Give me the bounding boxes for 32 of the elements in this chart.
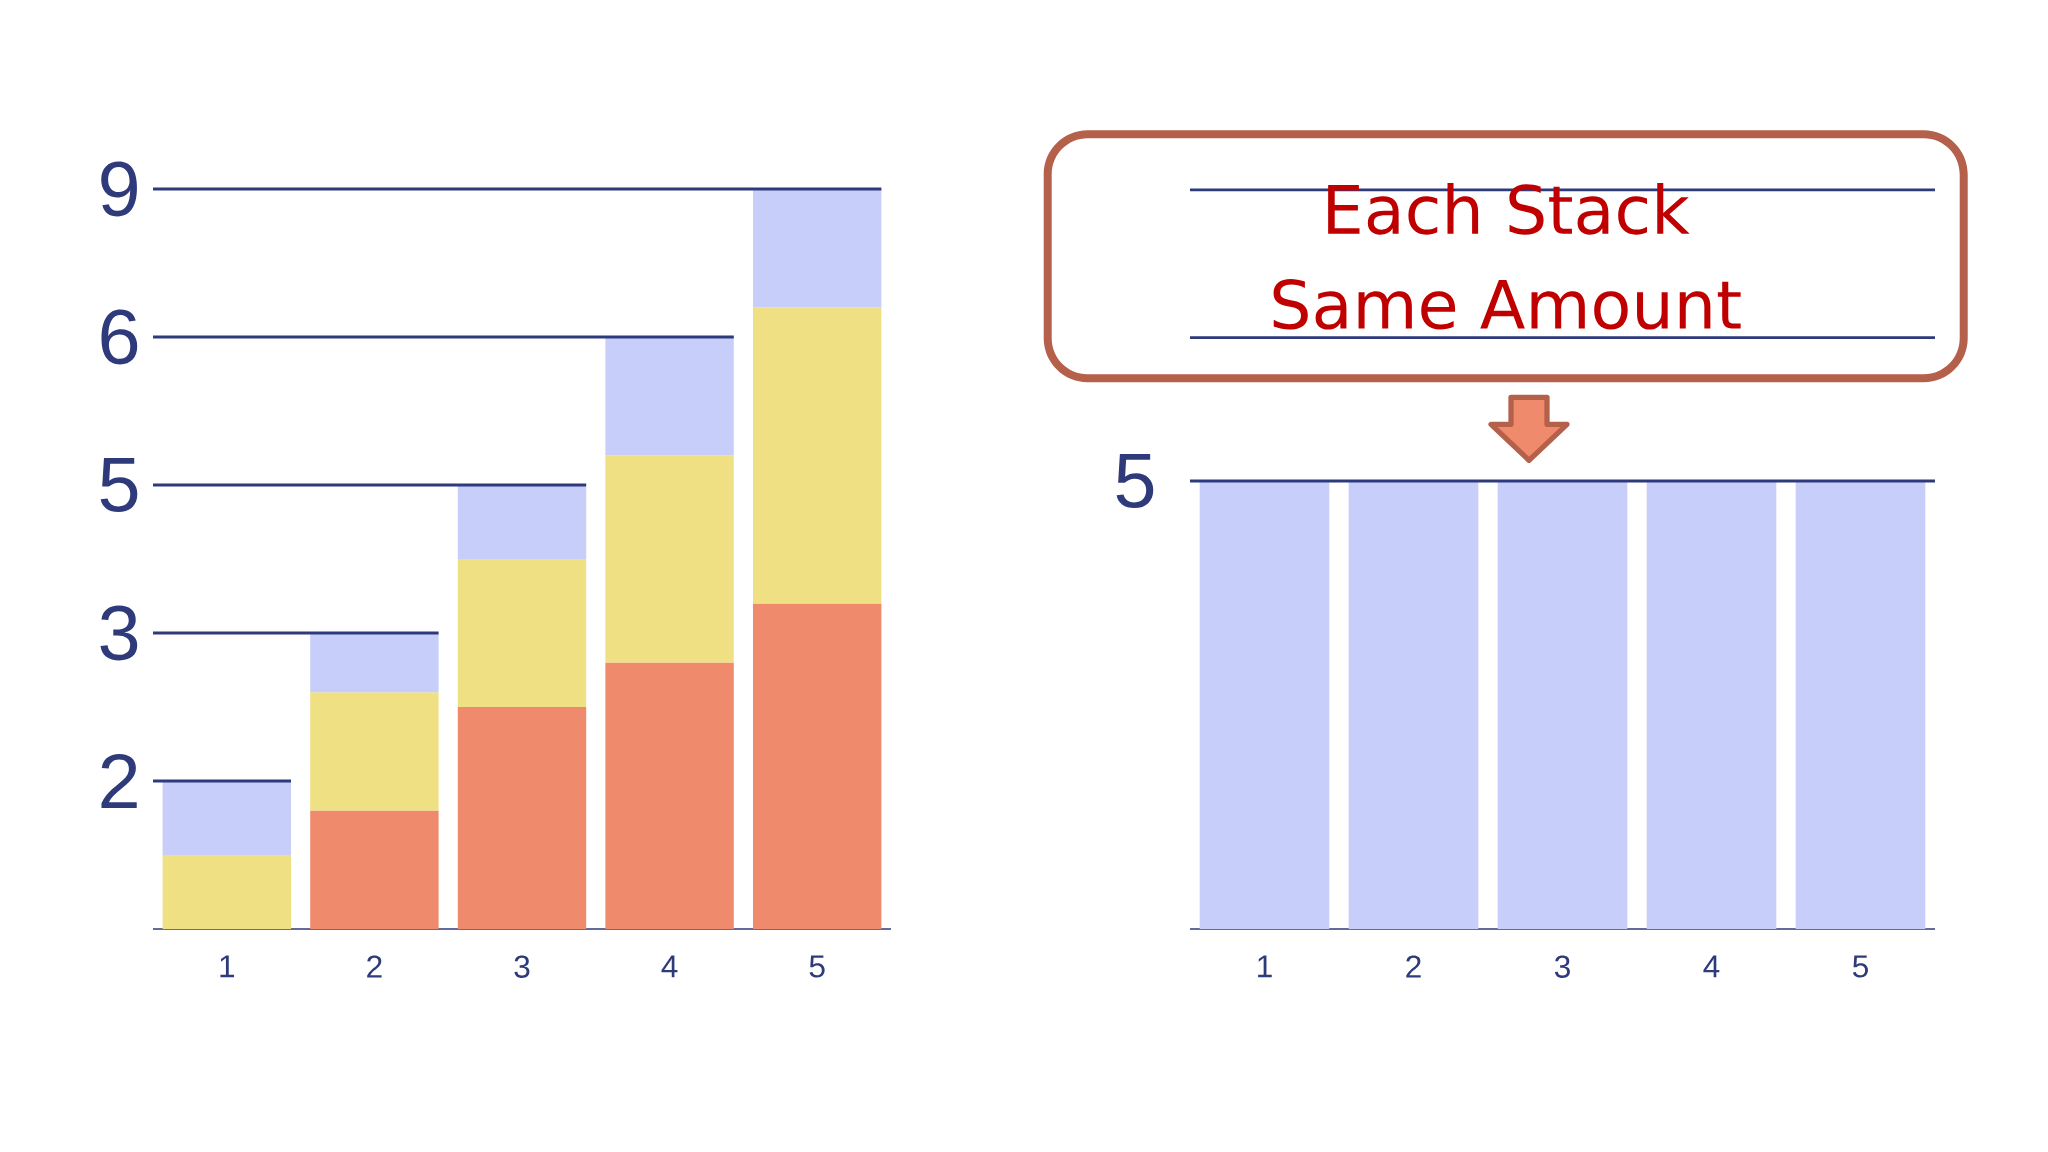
bar (457, 484, 587, 559)
bar (310, 810, 439, 929)
bar (605, 455, 734, 663)
text: 5 (1116, 454, 1154, 508)
bar (752, 188, 882, 308)
bar (457, 706, 587, 929)
x-tick-label: 2 (1406, 955, 1421, 978)
x-tick-label: 5 (1852, 955, 1868, 978)
x-tick-label: 1 (220, 955, 235, 978)
x-tick-label: 4 (661, 955, 678, 978)
text: 9 (101, 161, 137, 217)
text: Same Amount (1273, 279, 1741, 330)
x-tick-label: 4 (1703, 955, 1720, 978)
bar (310, 632, 439, 693)
text: 3 (100, 605, 138, 661)
bar (310, 692, 439, 811)
bar (457, 558, 587, 707)
bar (605, 662, 734, 929)
text: 5 (100, 458, 138, 512)
text: Each Stack (1328, 183, 1690, 235)
x-tick-label: 3 (1554, 955, 1570, 978)
bar (162, 781, 291, 855)
x-tick-label: 5 (809, 955, 825, 978)
text: 6 (101, 309, 138, 365)
bar (162, 855, 291, 929)
bar (752, 307, 882, 604)
x-tick-label: 1 (1258, 955, 1272, 978)
text: 2 (101, 753, 137, 808)
x-tick-label: 3 (514, 955, 530, 978)
x-tick-label: 2 (367, 955, 382, 978)
bar (752, 603, 882, 929)
bar (605, 336, 734, 456)
